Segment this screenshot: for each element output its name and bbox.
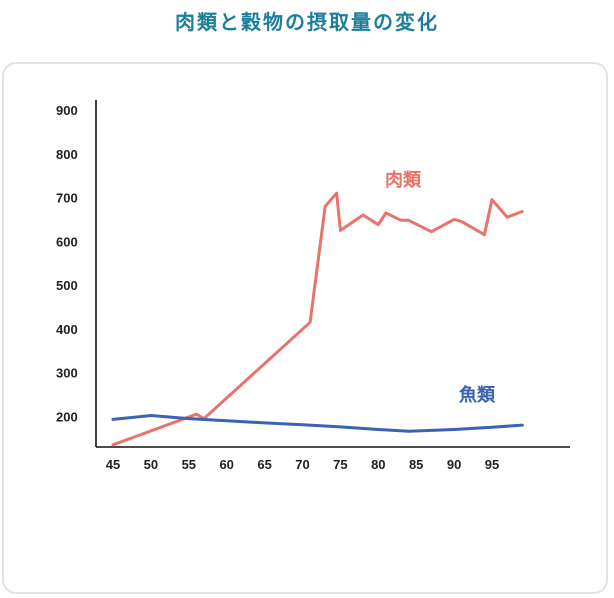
y-tick-label: 700 xyxy=(56,191,78,206)
y-tick-label: 300 xyxy=(56,366,78,381)
y-tick-label: 900 xyxy=(56,103,78,118)
y-tick-label: 200 xyxy=(56,409,78,424)
series-line-fish xyxy=(111,414,524,433)
x-tick-label: 95 xyxy=(485,457,499,472)
x-tick-label: 45 xyxy=(106,457,120,472)
x-tick-label: 65 xyxy=(257,457,271,472)
y-tick-label: 400 xyxy=(56,322,78,337)
series-lines xyxy=(111,191,524,447)
y-tick-label: 500 xyxy=(56,278,78,293)
series-label-fish: 魚類 xyxy=(459,384,496,406)
y-tick-label: 800 xyxy=(56,147,78,162)
x-tick-label: 55 xyxy=(182,457,196,472)
series-label-meat: 肉類 xyxy=(385,169,422,191)
x-axis-ticks: 45 50 55 60 65 70 75 80 85 90 95 xyxy=(106,457,499,472)
x-tick-label: 85 xyxy=(409,457,423,472)
x-tick-label: 90 xyxy=(447,457,461,472)
x-tick-label: 60 xyxy=(219,457,233,472)
y-tick-label: 600 xyxy=(56,234,78,249)
x-tick-label: 70 xyxy=(295,457,309,472)
x-tick-label: 50 xyxy=(144,457,158,472)
x-tick-label: 75 xyxy=(333,457,347,472)
x-tick-label: 80 xyxy=(371,457,385,472)
chart-title: 肉類と穀物の摂取量の変化 xyxy=(175,10,439,34)
series-line-meat xyxy=(111,191,524,447)
axes xyxy=(95,100,570,448)
y-axis-ticks: 200 300 400 500 600 700 800 900 xyxy=(56,103,78,424)
